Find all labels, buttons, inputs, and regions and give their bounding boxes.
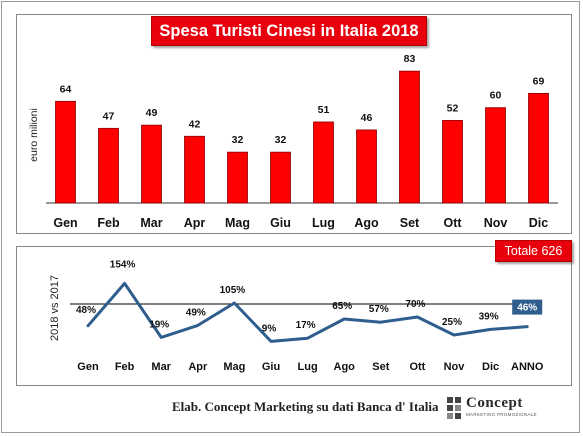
bar-feb bbox=[98, 127, 119, 204]
line-value-label: 9% bbox=[262, 323, 277, 334]
bar-category-label: Giu bbox=[270, 216, 291, 230]
line-category-label: Apr bbox=[188, 361, 208, 373]
logo-tagline: MARKETING PROMOZIONALE bbox=[466, 412, 537, 417]
bar-set bbox=[399, 70, 420, 204]
bar-category-label: Dic bbox=[529, 216, 549, 230]
bar-value-label: 47 bbox=[103, 110, 115, 122]
bar-value-label: 32 bbox=[232, 134, 244, 146]
bar-category-label: Apr bbox=[184, 216, 206, 230]
bar-mar bbox=[141, 124, 162, 204]
bar-value-label: 42 bbox=[189, 118, 201, 130]
concept-logo: Concept MARKETING PROMOZIONALE bbox=[446, 394, 566, 422]
bar-gen bbox=[55, 100, 76, 204]
bar-value-label: 32 bbox=[275, 134, 287, 146]
bar-lug bbox=[313, 121, 334, 204]
bar-giu bbox=[270, 151, 291, 204]
line-value-label: 39% bbox=[479, 311, 499, 322]
series-line bbox=[86, 281, 529, 343]
bar-ott bbox=[442, 119, 463, 204]
chart-title: Spesa Turisti Cinesi in Italia 2018 bbox=[151, 16, 427, 46]
line-ylabel: 2018 vs 2017 bbox=[49, 275, 61, 341]
bar-ago bbox=[356, 129, 377, 204]
logo-name: Concept bbox=[466, 395, 523, 411]
line-value-label: 57% bbox=[369, 304, 389, 315]
bar-ylabel: euro milioni bbox=[28, 108, 40, 162]
line-category-label: ANNO bbox=[511, 361, 544, 373]
bar-dic bbox=[528, 92, 549, 204]
bar-value-label: 51 bbox=[318, 104, 330, 116]
line-value-label: 49% bbox=[186, 307, 206, 318]
bar-value-label: 69 bbox=[533, 75, 545, 87]
bar-category-label: Feb bbox=[97, 216, 120, 230]
line-category-label: Dic bbox=[482, 361, 499, 373]
bar-category-label: Ago bbox=[354, 216, 379, 230]
line-category-label: Ago bbox=[334, 361, 356, 373]
bar-value-label: 64 bbox=[60, 83, 72, 95]
line-value-label: 19% bbox=[149, 319, 169, 330]
line-category-label: Gen bbox=[77, 361, 99, 373]
bar-category-label: Mar bbox=[140, 216, 162, 230]
line-value-label: 17% bbox=[296, 320, 316, 331]
bar-category-label: Ott bbox=[443, 216, 462, 230]
bar-value-label: 83 bbox=[404, 53, 416, 65]
bar-value-label: 49 bbox=[146, 107, 158, 119]
line-chart-panel bbox=[16, 246, 572, 386]
bar-nov bbox=[485, 107, 506, 204]
bar-value-label: 52 bbox=[447, 102, 459, 114]
line-category-label: Nov bbox=[444, 361, 466, 373]
bar-value-label: 60 bbox=[490, 90, 502, 102]
bar-category-label: Set bbox=[400, 216, 420, 230]
line-category-label: Giu bbox=[262, 361, 280, 373]
bar-category-label: Gen bbox=[53, 216, 77, 230]
line-category-label: Feb bbox=[115, 361, 135, 373]
line-value-label: 70% bbox=[405, 299, 425, 310]
line-value-label: 48% bbox=[76, 305, 96, 316]
bar-category-label: Lug bbox=[312, 216, 335, 230]
bar-category-label: Nov bbox=[484, 216, 508, 230]
line-category-label: Mar bbox=[151, 361, 171, 373]
bar-mag bbox=[227, 151, 248, 204]
bar-apr bbox=[184, 135, 205, 204]
line-value-label: 65% bbox=[332, 301, 352, 312]
bar-value-label: 46 bbox=[361, 112, 373, 124]
line-value-label: 154% bbox=[110, 259, 136, 270]
line-group: 48% Gen 154% Feb 19% Mar 49% Apr 105% Mag 9% Giu 17%… bbox=[76, 259, 544, 373]
bars-group: 64 Gen 47 Feb 49 Mar 42 Apr 32 Mag 32 Giu 51 Lug 46 Ago… bbox=[53, 53, 549, 230]
line-value-label: 25% bbox=[442, 317, 462, 328]
line-category-label: Lug bbox=[298, 361, 318, 373]
line-value-label: 105% bbox=[220, 285, 246, 296]
line-category-label: Ott bbox=[409, 361, 425, 373]
line-category-label: Set bbox=[372, 361, 389, 373]
source-note: Elab. Concept Marketing su dati Banca d'… bbox=[172, 399, 439, 414]
anno-label-background bbox=[512, 299, 543, 315]
bar-category-label: Mag bbox=[225, 216, 250, 230]
logo-mark-icon bbox=[447, 397, 461, 419]
line-value-label: 46% bbox=[517, 303, 537, 314]
line-category-label: Mag bbox=[223, 361, 245, 373]
totale-badge: Totale 626 bbox=[495, 240, 572, 262]
